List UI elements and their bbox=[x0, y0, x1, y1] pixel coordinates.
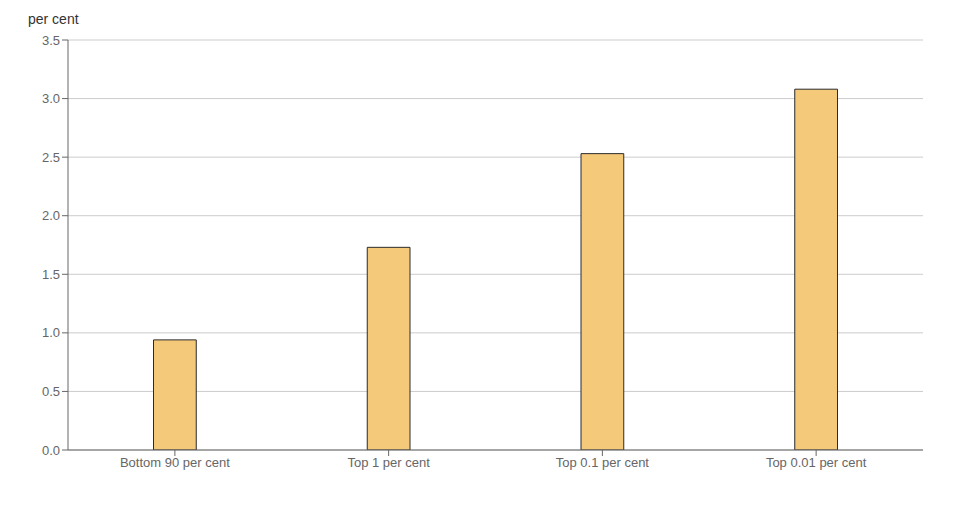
svg-text:3.5: 3.5 bbox=[42, 33, 60, 48]
svg-text:Bottom 90 per cent: Bottom 90 per cent bbox=[120, 455, 230, 470]
svg-text:Top 0.1 per cent: Top 0.1 per cent bbox=[556, 455, 650, 470]
svg-text:2.5: 2.5 bbox=[42, 150, 60, 165]
svg-text:2.0: 2.0 bbox=[42, 208, 60, 223]
svg-text:Top 1 per cent: Top 1 per cent bbox=[347, 455, 430, 470]
svg-text:0.0: 0.0 bbox=[42, 443, 60, 458]
html-text:per cent: per cent bbox=[28, 11, 79, 27]
svg-text:1.5: 1.5 bbox=[42, 267, 60, 282]
svg-text:0.5: 0.5 bbox=[42, 384, 60, 399]
svg-text:Top 0.01 per cent: Top 0.01 per cent bbox=[766, 455, 867, 470]
svg-text:3.0: 3.0 bbox=[42, 91, 60, 106]
svg-text:1.0: 1.0 bbox=[42, 325, 60, 340]
